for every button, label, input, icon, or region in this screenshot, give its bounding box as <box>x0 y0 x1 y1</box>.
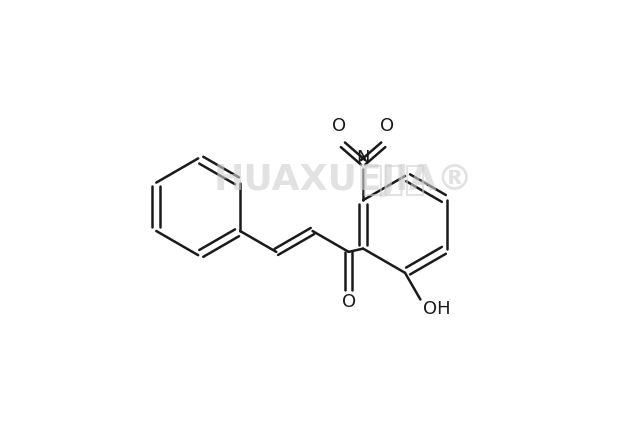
Text: OH: OH <box>423 300 450 318</box>
Text: O: O <box>380 117 394 135</box>
Text: HUAXUEJIA®: HUAXUEJIA® <box>214 163 474 198</box>
Text: O: O <box>332 117 346 135</box>
Text: O: O <box>342 293 356 311</box>
Text: N: N <box>356 149 370 167</box>
Text: 化学加: 化学加 <box>361 163 426 198</box>
